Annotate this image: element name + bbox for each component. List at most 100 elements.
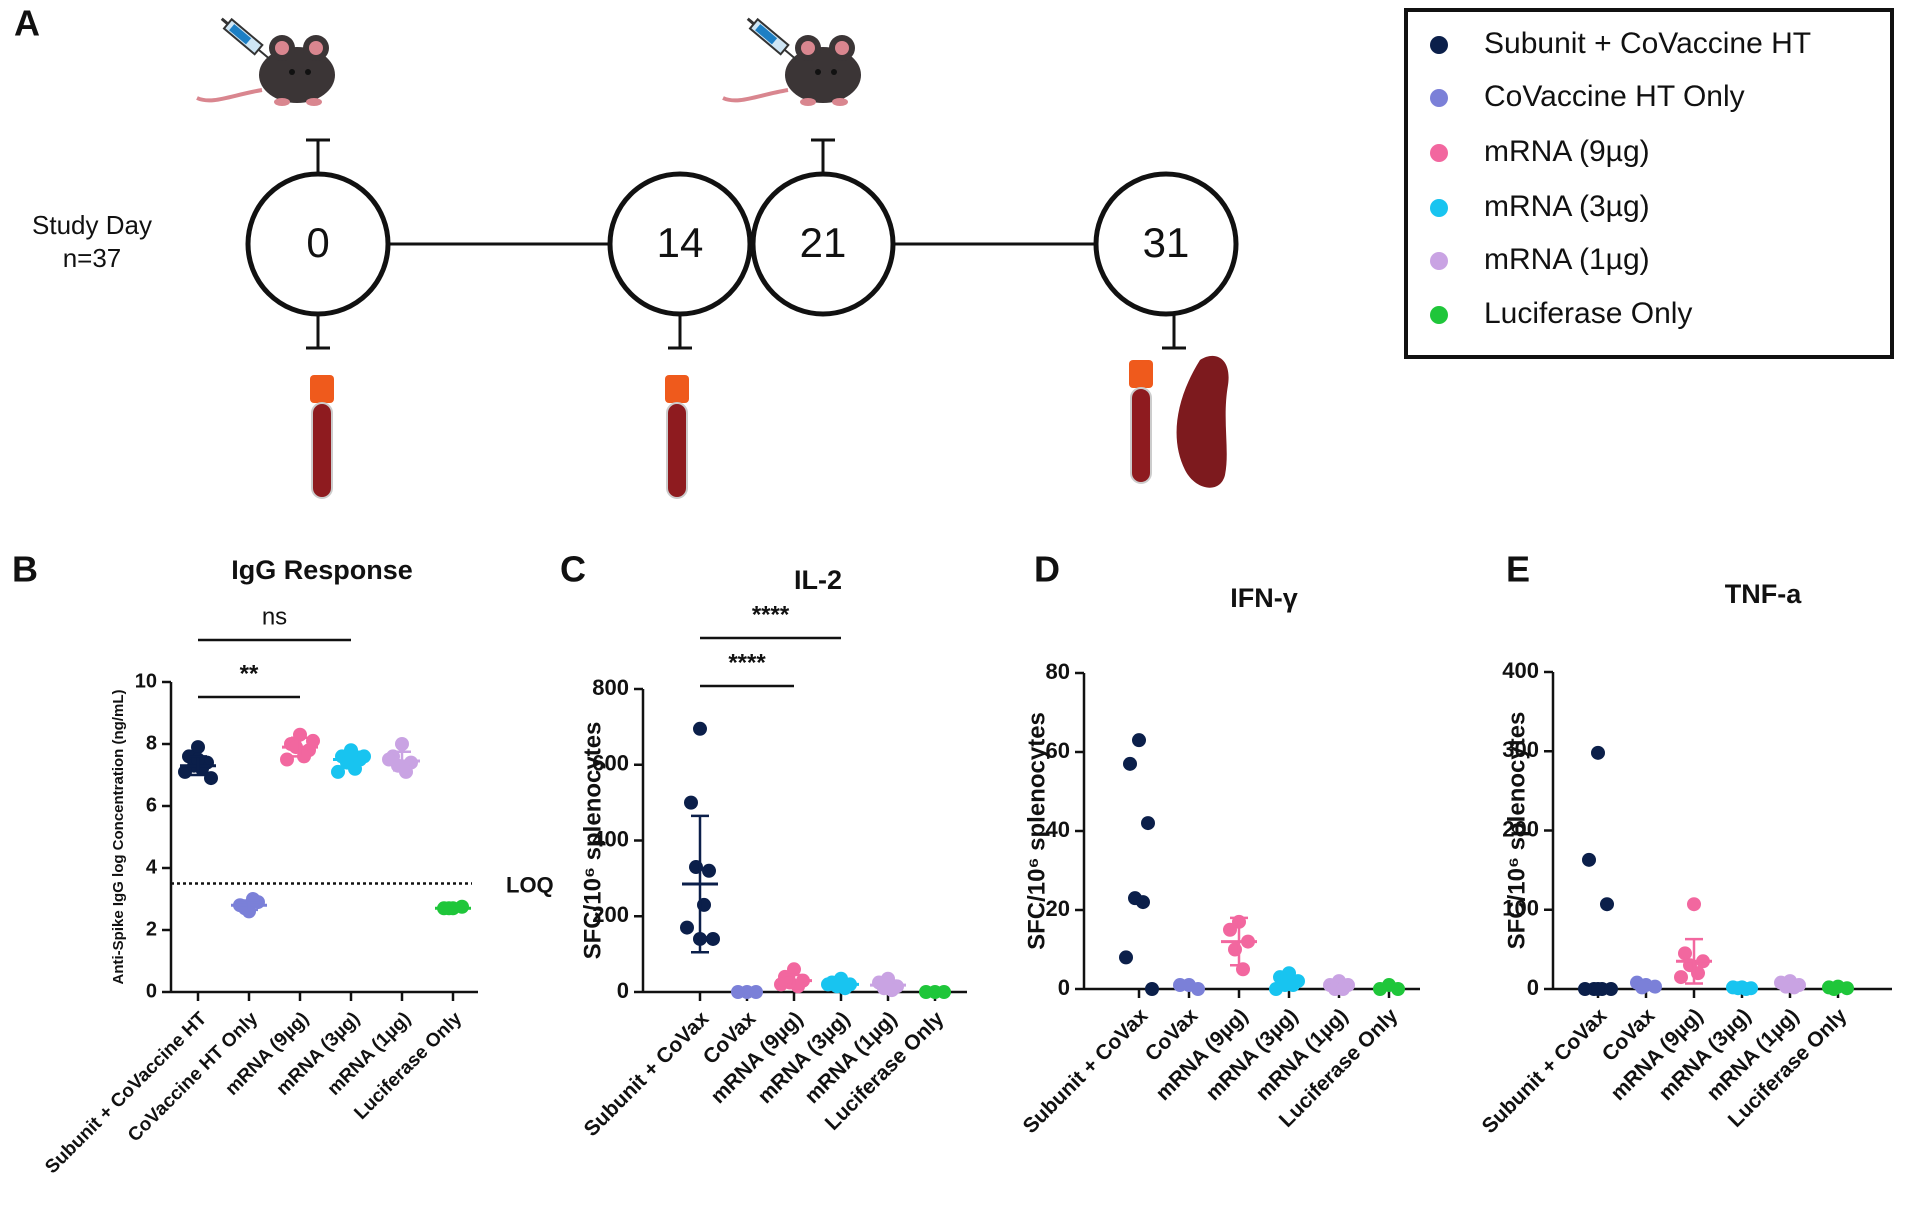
data-point: [731, 985, 745, 999]
y-tick-label: 6: [146, 794, 157, 816]
y-tick-label: 200: [592, 902, 629, 927]
chart-title: IgG Response: [231, 555, 413, 585]
y-axis-label: SFC/10⁶ splenocytes: [1503, 712, 1530, 950]
x-tick-label: Subunit + CoVax: [1019, 1004, 1153, 1138]
y-tick-label: 20: [1046, 896, 1070, 921]
day-node: [1093, 171, 1239, 317]
data-point: [1373, 982, 1387, 996]
day-label: 31: [1143, 219, 1190, 266]
data-point: [1582, 852, 1596, 867]
chart-title: IFN-γ: [1230, 583, 1298, 613]
legend-marker: [1430, 36, 1448, 54]
data-point: [1687, 897, 1701, 912]
data-point: [1286, 978, 1300, 993]
data-point: [382, 752, 396, 767]
legend-label: mRNA (3µg): [1484, 190, 1650, 223]
data-point: [1191, 982, 1205, 996]
data-point: [684, 795, 698, 810]
mouse-icon: [196, 17, 335, 106]
chart-title: TNF-a: [1725, 579, 1802, 609]
data-point: [1578, 982, 1592, 996]
y-tick-label: 10: [135, 670, 157, 692]
legend-marker: [1430, 144, 1448, 162]
y-tick-label: 200: [1502, 816, 1539, 841]
y-tick-label: 100: [1502, 896, 1539, 921]
y-tick-label: 8: [146, 732, 157, 754]
data-point: [1840, 981, 1854, 996]
data-point: [937, 985, 951, 999]
legend-label: CoVaccine HT Only: [1484, 80, 1745, 113]
data-point: [706, 931, 720, 946]
data-point: [204, 771, 218, 786]
data-point: [1600, 897, 1614, 912]
loq-label: LOQ: [506, 872, 554, 897]
timeline-label: Study Day: [32, 210, 152, 240]
y-tick-label: 2: [146, 918, 157, 940]
y-axis-label: Anti-Spike IgG log Concentration (ng/mL): [110, 690, 127, 985]
y-tick-label: 400: [592, 826, 629, 851]
y-tick-label: 80: [1046, 659, 1070, 684]
data-point: [1269, 982, 1283, 996]
day-label: 21: [800, 219, 847, 266]
legend-label: mRNA (9µg): [1484, 135, 1650, 168]
data-point: [1119, 950, 1133, 965]
data-point: [1591, 745, 1605, 760]
data-point: [1787, 980, 1801, 995]
blood-tube: [665, 375, 689, 499]
legend-marker: [1430, 89, 1448, 107]
panel-letter: A: [14, 3, 40, 44]
data-point: [693, 721, 707, 736]
y-tick-label: 40: [1046, 817, 1070, 842]
significance-label: ****: [752, 601, 790, 628]
data-point: [702, 863, 716, 878]
x-tick-label: Subunit + CoVax: [1478, 1004, 1612, 1138]
data-point: [1635, 980, 1649, 995]
data-point: [306, 733, 320, 748]
data-point: [331, 764, 345, 779]
day-label: 0: [306, 219, 329, 266]
data-point: [280, 752, 294, 767]
chart-title: IL-2: [794, 565, 842, 595]
blood-tube: [1129, 360, 1153, 484]
legend-label: Luciferase Only: [1484, 297, 1692, 330]
y-tick-label: 600: [592, 751, 629, 776]
data-point: [1604, 982, 1618, 996]
y-tick-label: 0: [1058, 975, 1070, 1000]
blood-tube: [310, 375, 334, 499]
data-point: [1136, 895, 1150, 910]
timeline-n: n=37: [63, 243, 122, 273]
data-point: [680, 920, 694, 935]
data-point: [178, 764, 192, 779]
data-point: [749, 985, 763, 999]
y-tick-label: 60: [1046, 738, 1070, 763]
data-point: [1336, 982, 1350, 996]
data-point: [1391, 982, 1405, 996]
data-point: [1223, 922, 1237, 937]
data-point: [191, 740, 205, 755]
y-tick-label: 4: [146, 856, 158, 878]
y-tick-label: 300: [1502, 737, 1539, 762]
data-point: [1678, 946, 1692, 961]
y-tick-label: 0: [617, 978, 629, 1003]
data-point: [1827, 982, 1841, 996]
panel-letter: B: [12, 549, 38, 590]
y-tick-label: 800: [592, 675, 629, 700]
significance-label: ****: [728, 649, 766, 676]
data-point: [1648, 979, 1662, 994]
data-point: [1132, 733, 1146, 748]
panel-letter: D: [1034, 549, 1060, 590]
y-axis-label: SFC/10⁶ splenocytes: [579, 722, 606, 960]
data-point: [1674, 970, 1688, 985]
legend-box: [1404, 8, 1894, 359]
data-point: [1173, 978, 1187, 993]
legend-marker: [1430, 199, 1448, 217]
significance-label: ns: [262, 603, 287, 630]
panel-letter: E: [1506, 549, 1530, 590]
panel-letter: C: [560, 549, 586, 590]
day-label: 14: [657, 219, 704, 266]
data-point: [1145, 982, 1159, 996]
mouse-icon: [722, 17, 861, 106]
data-point: [1739, 982, 1753, 996]
legend-label: mRNA (1µg): [1484, 243, 1650, 276]
